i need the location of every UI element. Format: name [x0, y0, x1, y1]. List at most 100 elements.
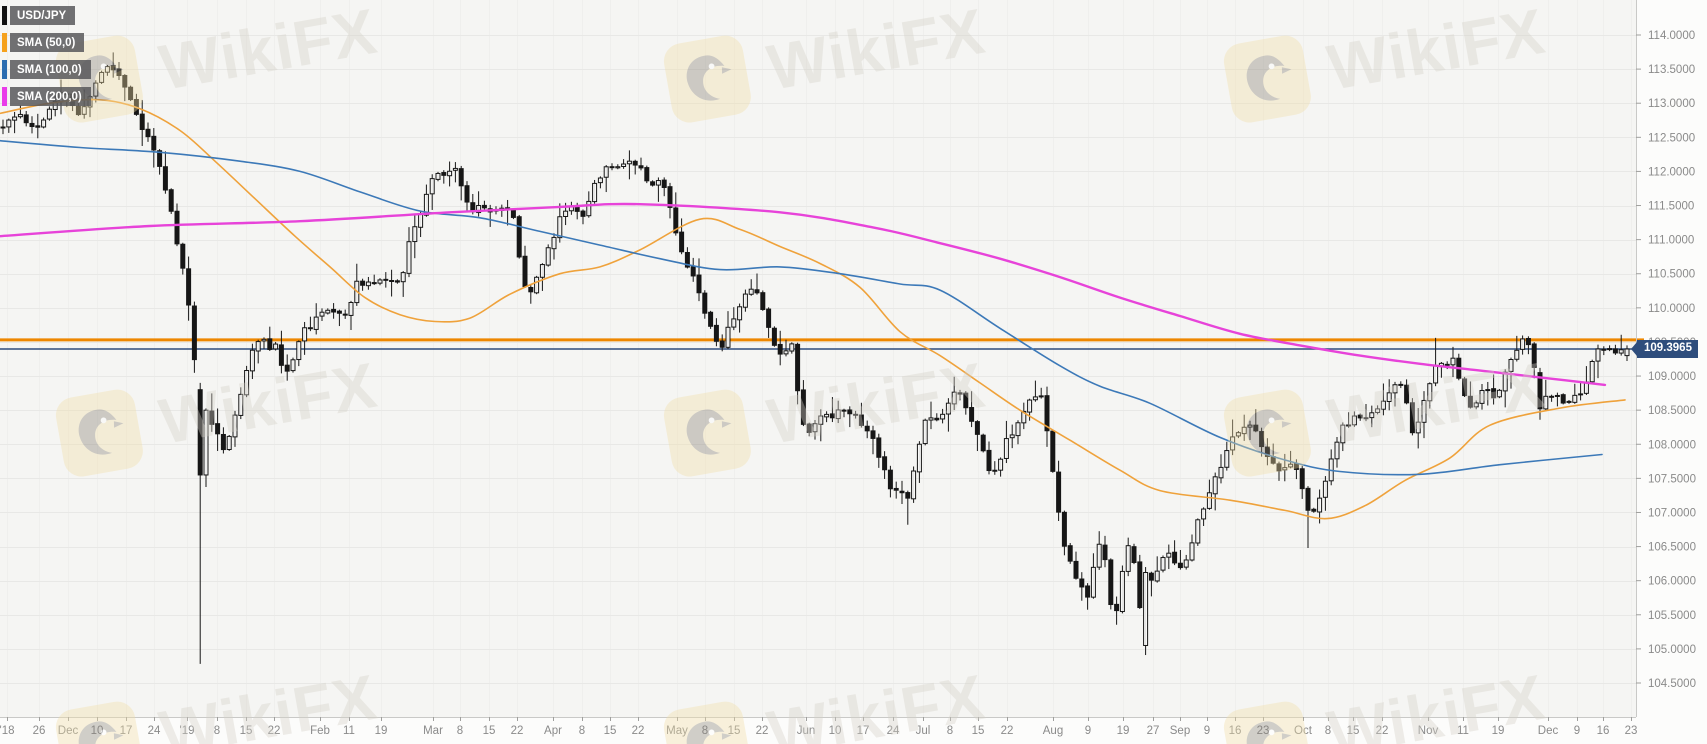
candle-body-bullish	[6, 119, 12, 128]
candle-body-bearish	[360, 280, 366, 286]
candle-body-bearish	[1102, 544, 1108, 561]
candle-body-bullish	[1224, 450, 1230, 468]
price-axis-label: 110.0000	[1648, 303, 1695, 315]
candle-body-bearish	[650, 181, 656, 186]
candle-body-bullish	[1090, 566, 1096, 598]
candle-body-bearish	[673, 207, 679, 234]
sma-line-200[interactable]	[0, 202, 1607, 387]
candle-body-bearish	[267, 338, 273, 350]
candle-body-bearish	[371, 282, 377, 285]
candle-body-bullish	[1212, 476, 1218, 495]
legend-item-sma-50-0-[interactable]: SMA (50,0)	[2, 33, 91, 52]
candle-body-bullish	[1009, 434, 1015, 439]
candle-body-bullish	[1398, 383, 1404, 386]
candle-body-bearish	[122, 74, 128, 88]
time-axis-label: Mar	[423, 725, 443, 737]
time-axis-label: 23	[1257, 725, 1270, 737]
candle-body-bullish	[1549, 395, 1555, 398]
candle-body-bearish	[180, 243, 186, 269]
candle-body-bearish	[806, 423, 812, 433]
candle-body-bullish	[1415, 421, 1421, 434]
legend-label: USD/JPY	[10, 6, 76, 25]
candle-body-bullish	[621, 163, 627, 167]
time-axis-label: 8	[947, 725, 953, 737]
candle-body-bullish	[998, 458, 1004, 471]
time-axis-label: 19	[1117, 725, 1130, 737]
legend-color-bar	[2, 60, 7, 79]
time-axis-label: 8	[214, 725, 220, 737]
candle-body-bearish	[708, 311, 714, 327]
candle-body-bullish	[824, 413, 830, 418]
time-axis-label: 22	[756, 725, 769, 737]
candle-body-bearish	[1137, 561, 1143, 609]
candle-body-bearish	[679, 231, 685, 253]
candle-body-bearish	[75, 105, 81, 116]
candle-body-bearish	[754, 289, 760, 294]
time-axis-label: 24	[148, 725, 161, 737]
time-axis-label: 9	[1204, 725, 1210, 737]
candle-body-bullish	[1369, 412, 1375, 419]
candle-body-bullish	[940, 413, 946, 420]
price-axis-label: 111.0000	[1648, 235, 1694, 247]
time-axis-label: Nov	[1418, 725, 1439, 737]
legend-item-sma-200-0-[interactable]: SMA (200,0)	[2, 87, 91, 106]
time-axis-label: 23	[1625, 725, 1638, 737]
time-axis-label: 22	[511, 725, 524, 737]
time-axis-label: 26	[33, 725, 46, 737]
time-axis-label: 9	[1574, 725, 1580, 737]
candle-body-bullish	[400, 272, 406, 283]
legend-item-sma-100-0-[interactable]: SMA (100,0)	[2, 60, 91, 79]
candle-body-bullish	[1578, 393, 1584, 396]
candle-body-bullish	[1392, 384, 1398, 394]
candle-body-bearish	[1311, 508, 1317, 512]
price-axis-label: 108.0000	[1648, 439, 1696, 451]
candle-body-bearish	[644, 167, 650, 182]
candle-body-bearish	[215, 423, 221, 435]
candle-body-bullish	[1282, 467, 1288, 471]
candle-body-bullish	[313, 316, 319, 330]
candle-body-bullish	[319, 311, 325, 317]
time-axis-label: 9	[1085, 725, 1091, 737]
candle-body-bullish	[1554, 394, 1560, 397]
candle-body-bullish	[1021, 410, 1027, 424]
candle-body-bearish	[458, 168, 464, 187]
legend-item-usd-jpy[interactable]: USD/JPY	[2, 6, 91, 25]
time-axis-label: Feb	[310, 725, 330, 737]
price-axis: 114.0000 113.5000 113.0000 112.5000 112.0000…	[1636, 30, 1696, 690]
sma-line-50[interactable]	[0, 98, 1626, 520]
candle-body-bearish	[702, 292, 708, 314]
candle-body-bullish	[249, 349, 255, 372]
candle-body-bearish	[1073, 560, 1079, 579]
candle-body-bearish	[1444, 363, 1450, 366]
candle-body-bearish	[829, 413, 835, 419]
plot-background[interactable]	[0, 0, 1636, 717]
candle-body-bearish	[510, 209, 516, 218]
candle-body-bullish	[1566, 400, 1572, 403]
candle-body-bullish	[418, 213, 424, 228]
price-axis-label: 105.0000	[1648, 644, 1696, 656]
time-axis-label: 8	[702, 725, 708, 737]
candle-body-bearish	[1038, 395, 1044, 398]
time-axis-label: 8	[457, 725, 463, 737]
candle-body-bullish	[534, 276, 540, 294]
candle-body-bearish	[1172, 551, 1178, 564]
candles-layer[interactable]	[0, 52, 1630, 664]
candle-body-bearish	[139, 113, 145, 130]
time-axis-label: 17	[857, 725, 870, 737]
legend: USD/JPY SMA (50,0) SMA (100,0) SMA (200,0)	[2, 6, 91, 114]
sma-line-100[interactable]	[0, 139, 1603, 476]
time-axis-label: 22	[268, 725, 281, 737]
candle-body-bullish	[835, 409, 841, 420]
candle-body-bearish	[522, 255, 528, 288]
candle-body-bearish	[1108, 559, 1114, 606]
candle-body-bearish	[464, 185, 470, 203]
candle-body-bearish	[394, 280, 400, 283]
candle-body-bullish	[603, 166, 609, 178]
candle-body-bullish	[290, 359, 296, 372]
price-axis-label: 107.5000	[1648, 473, 1696, 485]
candle-body-bullish	[1386, 392, 1392, 402]
candle-body-bearish	[151, 135, 157, 151]
candle-body-bullish	[1160, 557, 1166, 571]
